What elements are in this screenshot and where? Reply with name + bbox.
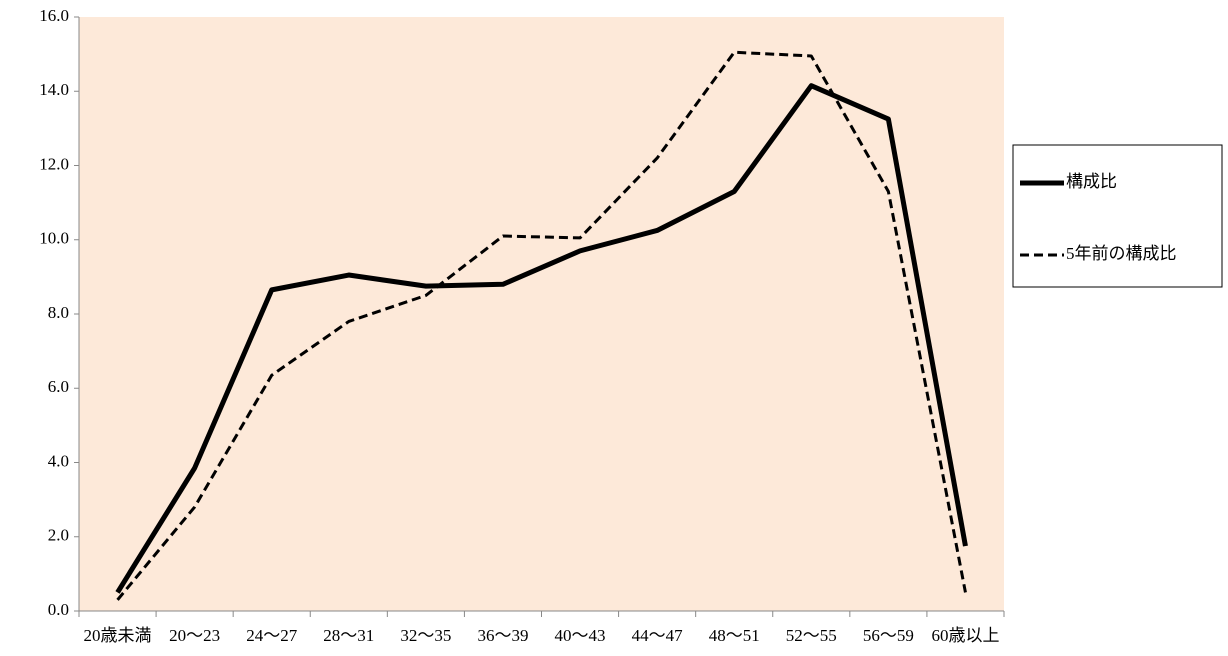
x-tick-label: 40～43 <box>555 626 606 645</box>
legend-label: 構成比 <box>1066 172 1117 191</box>
legend-label: 5年前の構成比 <box>1066 244 1177 263</box>
x-tick-label: 56～59 <box>863 626 914 645</box>
y-tick-label: 0.0 <box>48 600 69 619</box>
y-tick-label: 16.0 <box>39 6 69 25</box>
plot-area <box>79 17 1004 611</box>
legend-box <box>1012 144 1223 288</box>
y-tick-label: 12.0 <box>39 154 69 173</box>
x-tick-label: 20歳未満 <box>84 626 152 645</box>
x-tick-label: 20～23 <box>169 626 220 645</box>
x-tick-label: 32～35 <box>400 626 451 645</box>
x-tick-label: 60歳以上 <box>931 626 999 645</box>
series-line <box>115 83 968 594</box>
y-tick-label: 4.0 <box>48 451 69 470</box>
y-tick-label: 6.0 <box>48 377 69 396</box>
x-tick-label: 44～47 <box>632 626 683 645</box>
y-tick-label: 8.0 <box>48 303 69 322</box>
x-tick-label: 24～27 <box>246 626 297 645</box>
x-tick-label: 52～55 <box>786 626 837 645</box>
x-tick-label: 36～39 <box>477 626 528 645</box>
x-tick-label: 48～51 <box>709 626 760 645</box>
y-tick-label: 2.0 <box>48 526 69 545</box>
y-tick-label: 14.0 <box>39 80 69 99</box>
series-line <box>116 50 967 601</box>
x-tick-label: 28～31 <box>323 626 374 645</box>
y-tick-label: 10.0 <box>39 229 69 248</box>
